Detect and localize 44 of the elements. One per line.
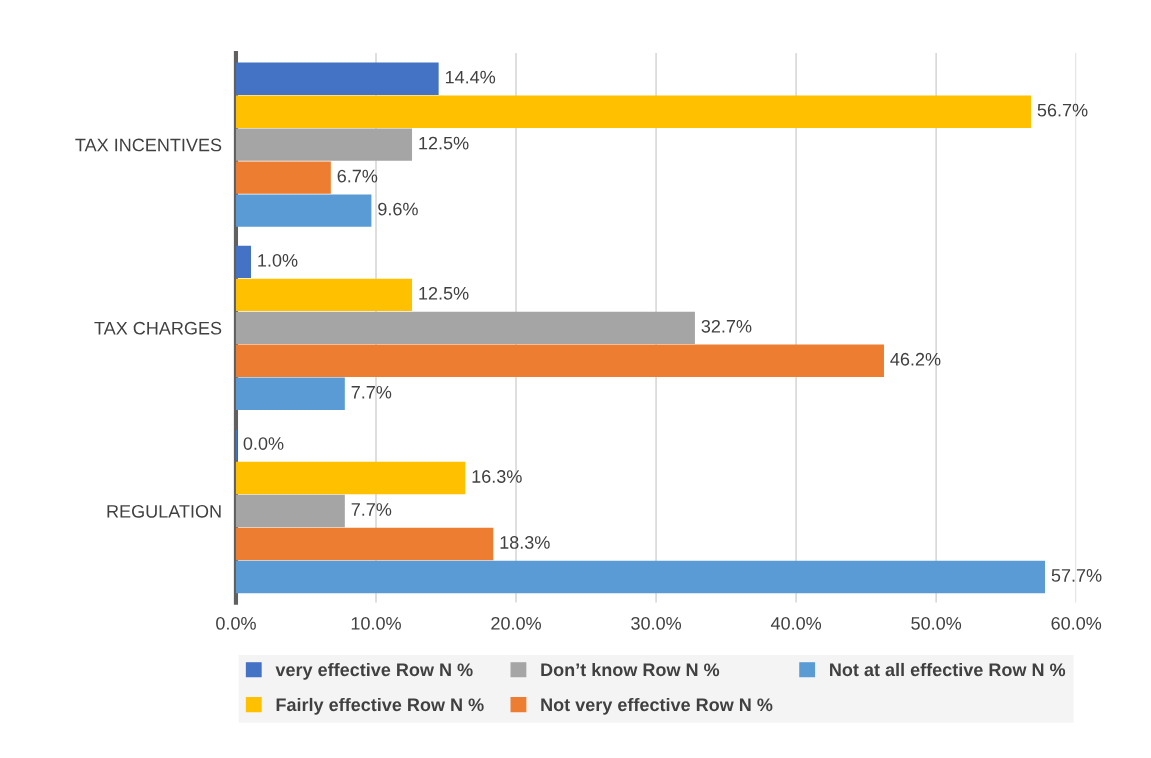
x-tick-label: 30.0% <box>631 616 682 630</box>
data-label: 12.5% <box>419 136 469 150</box>
bar <box>235 128 413 161</box>
y-tick-label: REGULATION <box>107 504 221 518</box>
bar <box>235 245 251 279</box>
x-tick-label: 40.0% <box>770 616 822 630</box>
x-tick-label: 0.0% <box>216 616 256 630</box>
bar <box>235 62 439 95</box>
x-tick-label: 20.0% <box>491 616 541 630</box>
data-label: 7.7% <box>351 503 392 516</box>
bar <box>235 461 466 495</box>
legend-label: Fairly effective Row N % <box>276 697 484 715</box>
data-label: 6.7% <box>337 169 378 183</box>
legend-label: Not very effective Row N % <box>541 697 773 715</box>
data-label: 0.0% <box>243 437 284 450</box>
data-label: 16.3% <box>472 470 522 483</box>
data-label: 56.7% <box>1037 103 1088 117</box>
legend-label: very effective Row N % <box>275 662 473 680</box>
bar <box>235 527 494 561</box>
data-label: 9.6% <box>378 202 418 216</box>
data-label: 57.7% <box>1051 569 1102 582</box>
legend-label: Don’t know Row N % <box>541 662 720 677</box>
x-tick-label: 50.0% <box>911 616 962 630</box>
bar <box>235 194 372 227</box>
x-tick-label: 60.0% <box>1051 616 1102 630</box>
data-label: 12.5% <box>419 286 469 300</box>
data-label: 7.7% <box>351 385 392 399</box>
y-tick-label: TAX INCENTIVES <box>75 138 222 152</box>
data-label: 46.2% <box>890 352 941 366</box>
bar <box>235 377 345 410</box>
bar <box>235 161 331 194</box>
bar <box>235 95 1032 128</box>
bar <box>235 311 695 345</box>
bar <box>235 344 884 378</box>
data-label: 14.4% <box>445 70 496 84</box>
data-label: 1.0% <box>258 253 298 267</box>
data-label: 32.7% <box>701 319 752 333</box>
bar <box>235 560 1046 594</box>
bar <box>235 494 345 528</box>
y-tick-label: TAX CHARGES <box>94 321 222 335</box>
data-label: 18.3% <box>500 536 550 549</box>
x-tick-label: 10.0% <box>351 616 401 630</box>
legend-label: Not at all effective Row N % <box>830 662 1066 677</box>
bar <box>235 278 413 312</box>
